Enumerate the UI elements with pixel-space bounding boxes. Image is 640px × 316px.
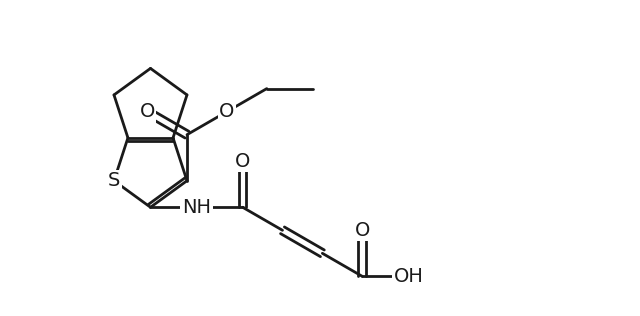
Text: O: O	[355, 221, 370, 240]
Text: O: O	[235, 152, 250, 171]
Text: O: O	[140, 102, 155, 121]
Text: S: S	[108, 171, 120, 190]
Text: NH: NH	[182, 198, 211, 217]
Text: O: O	[219, 102, 235, 121]
Text: OH: OH	[394, 267, 423, 286]
